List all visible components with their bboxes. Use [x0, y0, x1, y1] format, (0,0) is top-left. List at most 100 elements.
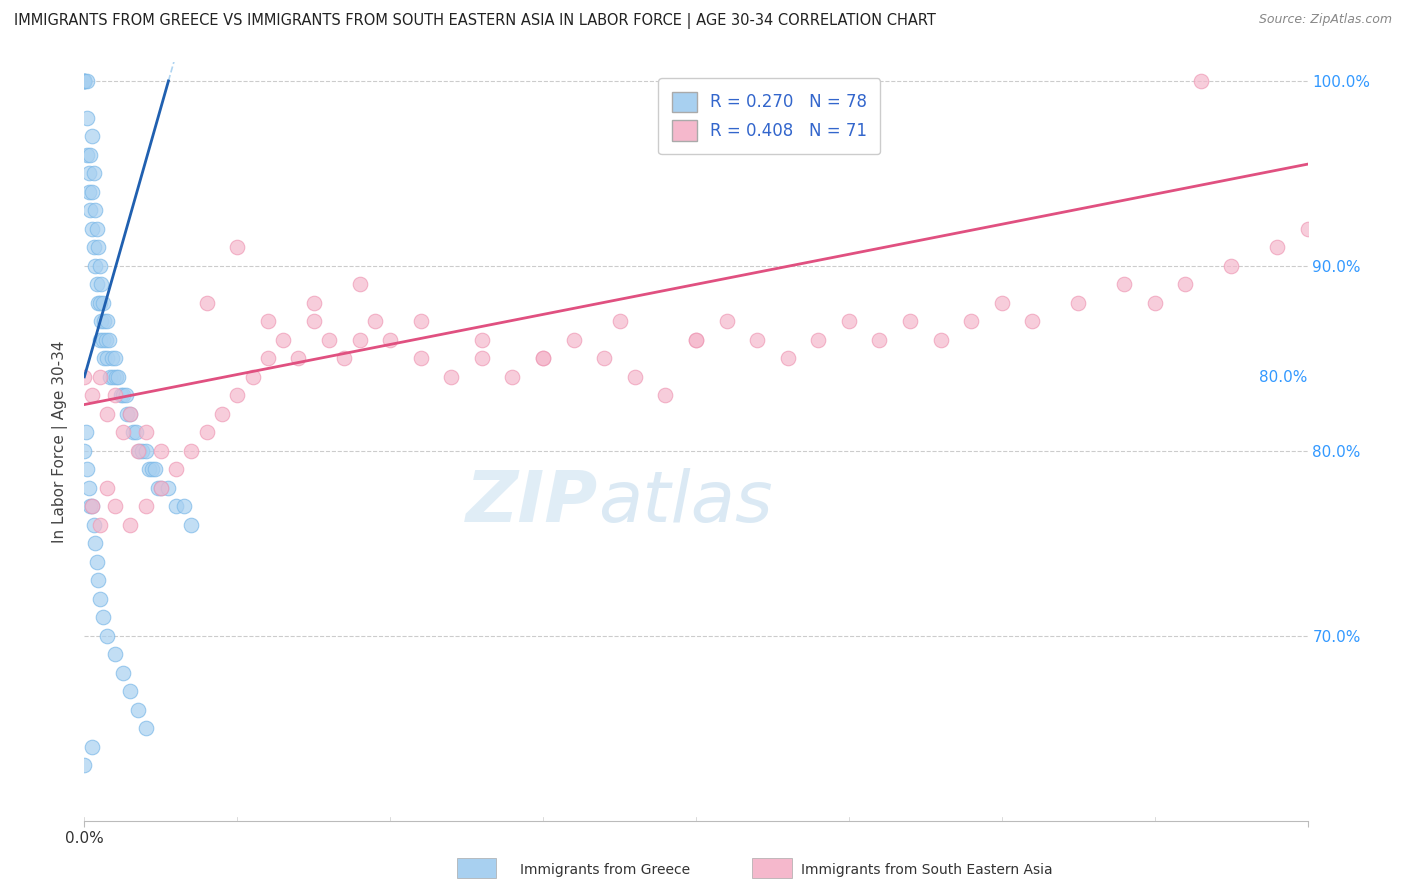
Point — [73, 74, 96, 88]
Point — [84, 536, 107, 550]
Point — [898, 314, 921, 328]
Point — [1114, 277, 1136, 292]
Point — [1067, 296, 1090, 310]
Point — [86, 555, 108, 569]
Point — [93, 351, 115, 366]
Point — [226, 388, 249, 402]
Point — [127, 443, 149, 458]
Point — [80, 222, 103, 236]
Point — [562, 333, 585, 347]
Point — [83, 166, 105, 180]
Point — [1021, 314, 1043, 328]
Point — [869, 333, 891, 347]
Point — [91, 296, 114, 310]
Point — [104, 388, 127, 402]
Point — [86, 277, 108, 292]
Point — [149, 481, 172, 495]
Point — [131, 443, 153, 458]
Point — [115, 407, 138, 421]
Point — [807, 333, 830, 347]
Point — [90, 314, 112, 328]
Point — [80, 500, 103, 514]
Point — [97, 333, 120, 347]
Point — [89, 333, 111, 347]
Point — [89, 517, 111, 532]
Point — [105, 369, 128, 384]
Point — [104, 500, 127, 514]
Text: IMMIGRANTS FROM GREECE VS IMMIGRANTS FROM SOUTH EASTERN ASIA IN LABOR FORCE | AG: IMMIGRANTS FROM GREECE VS IMMIGRANTS FRO… — [14, 13, 936, 29]
Point — [1189, 74, 1212, 88]
Point — [120, 517, 142, 532]
Point — [716, 314, 738, 328]
Point — [87, 573, 110, 587]
Point — [77, 166, 100, 180]
Point — [471, 351, 494, 366]
Point — [364, 314, 387, 328]
Point — [73, 74, 96, 88]
Point — [318, 333, 340, 347]
Text: Immigrants from South Eastern Asia: Immigrants from South Eastern Asia — [801, 863, 1053, 877]
Point — [173, 500, 195, 514]
Text: ZIP: ZIP — [465, 467, 598, 537]
Point — [114, 388, 136, 402]
Y-axis label: In Labor Force | Age 30-34: In Labor Force | Age 30-34 — [52, 340, 69, 543]
Point — [120, 684, 142, 698]
Point — [471, 333, 494, 347]
Point — [165, 462, 187, 476]
Point — [531, 351, 554, 366]
Point — [80, 500, 103, 514]
Point — [180, 443, 202, 458]
Point — [125, 425, 148, 440]
Point — [94, 333, 117, 347]
Point — [531, 351, 554, 366]
Point — [440, 369, 463, 384]
Point — [380, 333, 402, 347]
Point — [149, 443, 172, 458]
Point — [287, 351, 309, 366]
Point — [122, 425, 145, 440]
Point — [128, 443, 150, 458]
Point — [654, 388, 676, 402]
Point — [91, 333, 114, 347]
Point — [211, 407, 233, 421]
Point — [89, 296, 111, 310]
Point — [333, 351, 356, 366]
Point — [89, 369, 111, 384]
Point — [1265, 240, 1288, 254]
Point — [302, 296, 325, 310]
Point — [90, 277, 112, 292]
Point — [79, 148, 101, 162]
Point — [83, 240, 105, 254]
Point — [138, 462, 160, 476]
Point — [141, 462, 163, 476]
Point — [87, 296, 110, 310]
Point — [84, 259, 107, 273]
Point — [86, 222, 108, 236]
Point — [257, 351, 280, 366]
Point — [1296, 222, 1319, 236]
Point — [79, 203, 101, 218]
Point — [149, 481, 172, 495]
Point — [98, 369, 121, 384]
Point — [89, 591, 111, 606]
Point — [624, 369, 647, 384]
Text: Source: ZipAtlas.com: Source: ZipAtlas.com — [1258, 13, 1392, 27]
Point — [120, 407, 142, 421]
Point — [195, 425, 218, 440]
Point — [127, 703, 149, 717]
Point — [83, 517, 105, 532]
Point — [96, 314, 118, 328]
Point — [609, 314, 631, 328]
Point — [242, 369, 264, 384]
Point — [80, 739, 103, 754]
Point — [76, 462, 98, 476]
Point — [111, 665, 134, 680]
Point — [135, 443, 157, 458]
Point — [502, 369, 524, 384]
Point — [104, 351, 127, 366]
Point — [143, 462, 166, 476]
Point — [593, 351, 616, 366]
Point — [271, 333, 294, 347]
Point — [349, 277, 371, 292]
Point — [80, 129, 103, 144]
